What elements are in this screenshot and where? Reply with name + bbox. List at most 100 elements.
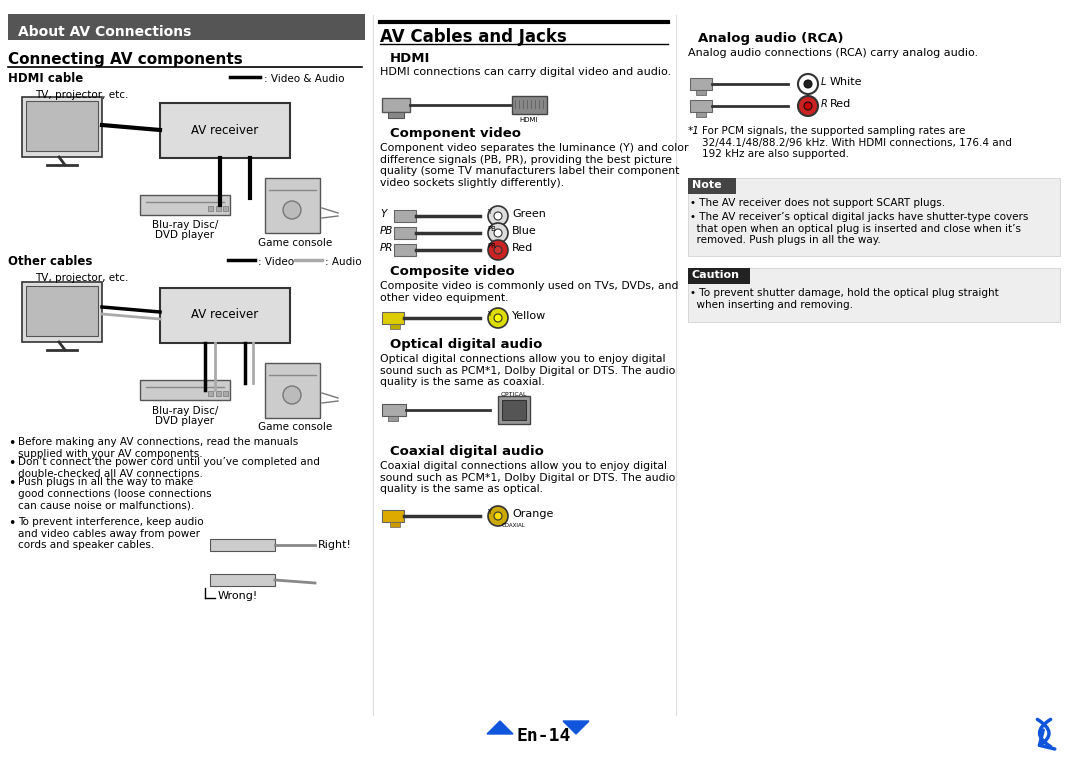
- Bar: [140, 380, 230, 400]
- Circle shape: [488, 308, 508, 328]
- Text: Caution: Caution: [692, 270, 740, 280]
- Bar: [22, 97, 102, 157]
- Text: Connecting AV components: Connecting AV components: [8, 52, 243, 67]
- Text: Coaxial digital audio: Coaxial digital audio: [390, 445, 544, 458]
- Bar: [8, 14, 365, 40]
- Bar: [26, 286, 98, 336]
- Text: OPTICAL: OPTICAL: [501, 392, 527, 397]
- Text: COAXIAL: COAXIAL: [502, 523, 526, 528]
- Circle shape: [494, 212, 502, 220]
- Circle shape: [804, 102, 812, 110]
- Bar: [394, 244, 416, 256]
- Bar: [696, 90, 706, 95]
- Text: Red: Red: [831, 99, 851, 109]
- Text: Optical digital connections allow you to enjoy digital
sound such as PCM*1, Dolb: Optical digital connections allow you to…: [380, 354, 675, 387]
- Text: Before making any AV connections, read the manuals
supplied with your AV compone: Before making any AV connections, read t…: [18, 437, 298, 458]
- Text: : Video: : Video: [258, 257, 294, 267]
- Text: TV, projector, etc.: TV, projector, etc.: [35, 90, 129, 100]
- Bar: [382, 510, 404, 522]
- Bar: [390, 522, 400, 527]
- Text: • The AV receiver does not support SCART plugs.: • The AV receiver does not support SCART…: [690, 198, 945, 208]
- Text: PR: PR: [380, 243, 393, 253]
- Circle shape: [804, 80, 812, 88]
- Text: Y: Y: [487, 509, 491, 515]
- Text: HDMI: HDMI: [519, 117, 538, 123]
- Text: *1: *1: [688, 126, 700, 136]
- Bar: [26, 101, 98, 151]
- Text: DVD player: DVD player: [156, 416, 215, 426]
- FancyArrowPatch shape: [1039, 720, 1051, 746]
- Circle shape: [494, 512, 502, 520]
- Text: White: White: [831, 77, 863, 87]
- Text: Component video: Component video: [390, 127, 521, 140]
- FancyArrowPatch shape: [1038, 720, 1055, 749]
- Bar: [208, 391, 213, 396]
- Text: AV receiver: AV receiver: [191, 309, 258, 322]
- Text: Game console: Game console: [258, 238, 333, 248]
- Bar: [390, 324, 400, 329]
- Bar: [394, 227, 416, 239]
- Bar: [690, 78, 712, 90]
- Bar: [208, 206, 213, 211]
- Bar: [512, 96, 546, 114]
- Bar: [382, 404, 406, 416]
- Text: Wrong!: Wrong!: [218, 591, 258, 601]
- Text: Y: Y: [487, 311, 491, 317]
- Bar: [222, 391, 228, 396]
- Text: •: •: [8, 477, 15, 490]
- Bar: [388, 112, 404, 118]
- Bar: [160, 103, 291, 158]
- Text: Other cables: Other cables: [8, 255, 93, 268]
- Bar: [382, 98, 410, 112]
- Bar: [210, 539, 275, 551]
- Text: PB: PB: [380, 226, 393, 236]
- Text: Composite video is commonly used on TVs, DVDs, and
other video equipment.: Composite video is commonly used on TVs,…: [380, 281, 678, 303]
- Text: Component video separates the luminance (Y) and color
difference signals (PB, PR: Component video separates the luminance …: [380, 143, 689, 188]
- Bar: [498, 396, 530, 424]
- Text: • The AV receiver’s optical digital jacks have shutter-type covers
  that open w: • The AV receiver’s optical digital jack…: [690, 212, 1028, 245]
- Text: PB: PB: [487, 226, 496, 232]
- Text: L: L: [821, 77, 826, 87]
- Text: Red: Red: [512, 243, 534, 253]
- Bar: [265, 363, 320, 418]
- Circle shape: [488, 206, 508, 226]
- Bar: [210, 574, 275, 586]
- Bar: [688, 268, 1059, 322]
- Text: PR: PR: [487, 243, 496, 249]
- Circle shape: [488, 506, 508, 526]
- Bar: [140, 195, 230, 215]
- Text: Blu-ray Disc/: Blu-ray Disc/: [152, 406, 218, 416]
- Bar: [688, 178, 735, 194]
- Circle shape: [283, 201, 301, 219]
- Text: Yellow: Yellow: [512, 311, 546, 321]
- Bar: [394, 210, 416, 222]
- Circle shape: [488, 240, 508, 260]
- Bar: [216, 206, 221, 211]
- Text: TV, projector, etc.: TV, projector, etc.: [35, 273, 129, 283]
- Text: HDMI cable: HDMI cable: [8, 72, 83, 85]
- Text: Green: Green: [512, 209, 545, 219]
- Bar: [690, 100, 712, 112]
- Bar: [688, 178, 1059, 256]
- Text: Blue: Blue: [512, 226, 537, 236]
- Text: Coaxial digital connections allow you to enjoy digital
sound such as PCM*1, Dolb: Coaxial digital connections allow you to…: [380, 461, 675, 494]
- Bar: [22, 282, 102, 342]
- Bar: [502, 400, 526, 420]
- Circle shape: [494, 314, 502, 322]
- Text: En-14: En-14: [516, 727, 570, 745]
- Circle shape: [798, 74, 818, 94]
- Text: HDMI connections can carry digital video and audio.: HDMI connections can carry digital video…: [380, 67, 671, 77]
- Text: About AV Connections: About AV Connections: [18, 25, 191, 39]
- Text: Don’t connect the power cord until you’ve completed and
double-checked all AV co: Don’t connect the power cord until you’v…: [18, 457, 320, 478]
- Text: : Audio: : Audio: [325, 257, 362, 267]
- Text: Analog audio (RCA): Analog audio (RCA): [698, 32, 843, 45]
- Text: Blu-ray Disc/: Blu-ray Disc/: [152, 220, 218, 230]
- Text: •: •: [8, 457, 15, 470]
- Text: Y: Y: [487, 209, 491, 215]
- Bar: [216, 391, 221, 396]
- Circle shape: [283, 386, 301, 404]
- Text: AV Cables and Jacks: AV Cables and Jacks: [380, 28, 567, 46]
- Text: •: •: [8, 437, 15, 450]
- Circle shape: [488, 223, 508, 243]
- Text: Analog audio connections (RCA) carry analog audio.: Analog audio connections (RCA) carry ana…: [688, 48, 978, 58]
